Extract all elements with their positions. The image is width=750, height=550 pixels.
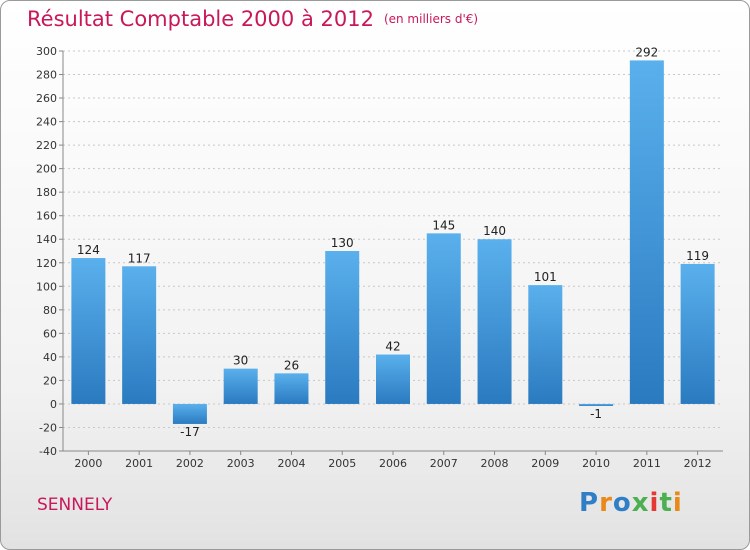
y-tick-label: 160 (36, 210, 57, 223)
y-tick-label: 240 (36, 116, 57, 129)
chart-title: Résultat Comptable 2000 à 2012 (27, 7, 374, 31)
x-tick-label-2007: 2007 (430, 457, 458, 470)
x-tick-label-2003: 2003 (227, 457, 255, 470)
logo-letter: P (579, 488, 600, 518)
chart-title-block: Résultat Comptable 2000 à 2012 (en millie… (27, 7, 478, 31)
y-tick-label: 180 (36, 186, 57, 199)
logo-letter: i (672, 488, 683, 518)
bar-2000 (71, 258, 106, 404)
y-tick-label: 60 (43, 327, 57, 340)
logo-letter: x (631, 488, 650, 518)
y-tick-label: 220 (36, 139, 57, 152)
bar-2008 (477, 239, 512, 404)
bar-2003 (223, 368, 258, 404)
proxiti-logo: Proxiti (579, 488, 683, 518)
bar-2001 (122, 266, 157, 404)
bar-2002 (172, 403, 207, 424)
x-tick-label-2001: 2001 (125, 457, 153, 470)
y-tick-label: 20 (43, 374, 57, 387)
bar-2005 (325, 251, 360, 404)
y-tick-label: 280 (36, 69, 57, 82)
logo-letter: r (599, 488, 613, 518)
logo-letter: t (659, 488, 673, 518)
bar-2007 (426, 233, 461, 404)
y-tick-label: -40 (39, 445, 57, 458)
x-tick-label-2002: 2002 (176, 457, 204, 470)
bar-2006 (376, 354, 410, 404)
data-label-2009: 101 (534, 270, 557, 284)
commune-name: SENNELY (37, 495, 113, 515)
bar-2010 (579, 403, 614, 406)
x-tick-label-2008: 2008 (481, 457, 509, 470)
y-tick-label: 80 (43, 304, 57, 317)
x-tick-label-2009: 2009 (531, 457, 559, 470)
data-label-2011: 292 (635, 45, 658, 59)
bar-2009 (528, 285, 563, 404)
data-label-2004: 26 (284, 358, 299, 372)
data-label-2007: 145 (432, 218, 455, 232)
x-tick-label-2000: 2000 (74, 457, 102, 470)
bar-2004 (274, 373, 309, 404)
data-label-2008: 140 (483, 224, 506, 238)
logo-letter: i (649, 488, 660, 518)
x-tick-label-2010: 2010 (582, 457, 610, 470)
bar-2011 (629, 60, 664, 404)
data-label-2000: 124 (77, 243, 100, 257)
y-tick-label: -20 (39, 421, 57, 434)
x-tick-label-2006: 2006 (379, 457, 407, 470)
y-tick-label: 0 (50, 398, 57, 411)
x-tick-label-2012: 2012 (684, 457, 712, 470)
chart-subtitle: (en milliers d'€) (383, 12, 479, 26)
y-tick-label: 120 (36, 257, 57, 270)
y-tick-label: 300 (36, 45, 57, 58)
x-tick-label-2011: 2011 (633, 457, 661, 470)
y-tick-label: 40 (43, 351, 57, 364)
data-label-2002: -17 (180, 425, 200, 439)
data-label-2005: 130 (331, 236, 354, 250)
y-tick-label: 100 (36, 280, 57, 293)
y-tick-label: 200 (36, 163, 57, 176)
data-label-2001: 117 (128, 251, 151, 265)
y-tick-label: 260 (36, 92, 57, 105)
bar-2012 (680, 263, 715, 404)
data-label-2010: -1 (590, 407, 602, 421)
x-tick-label-2004: 2004 (277, 457, 305, 470)
data-label-2006: 42 (385, 340, 400, 354)
logo-letter: o (612, 488, 632, 518)
x-tick-label-2005: 2005 (328, 457, 356, 470)
data-label-2003: 30 (233, 354, 248, 368)
data-label-2012: 119 (686, 249, 709, 263)
y-tick-label: 140 (36, 233, 57, 246)
